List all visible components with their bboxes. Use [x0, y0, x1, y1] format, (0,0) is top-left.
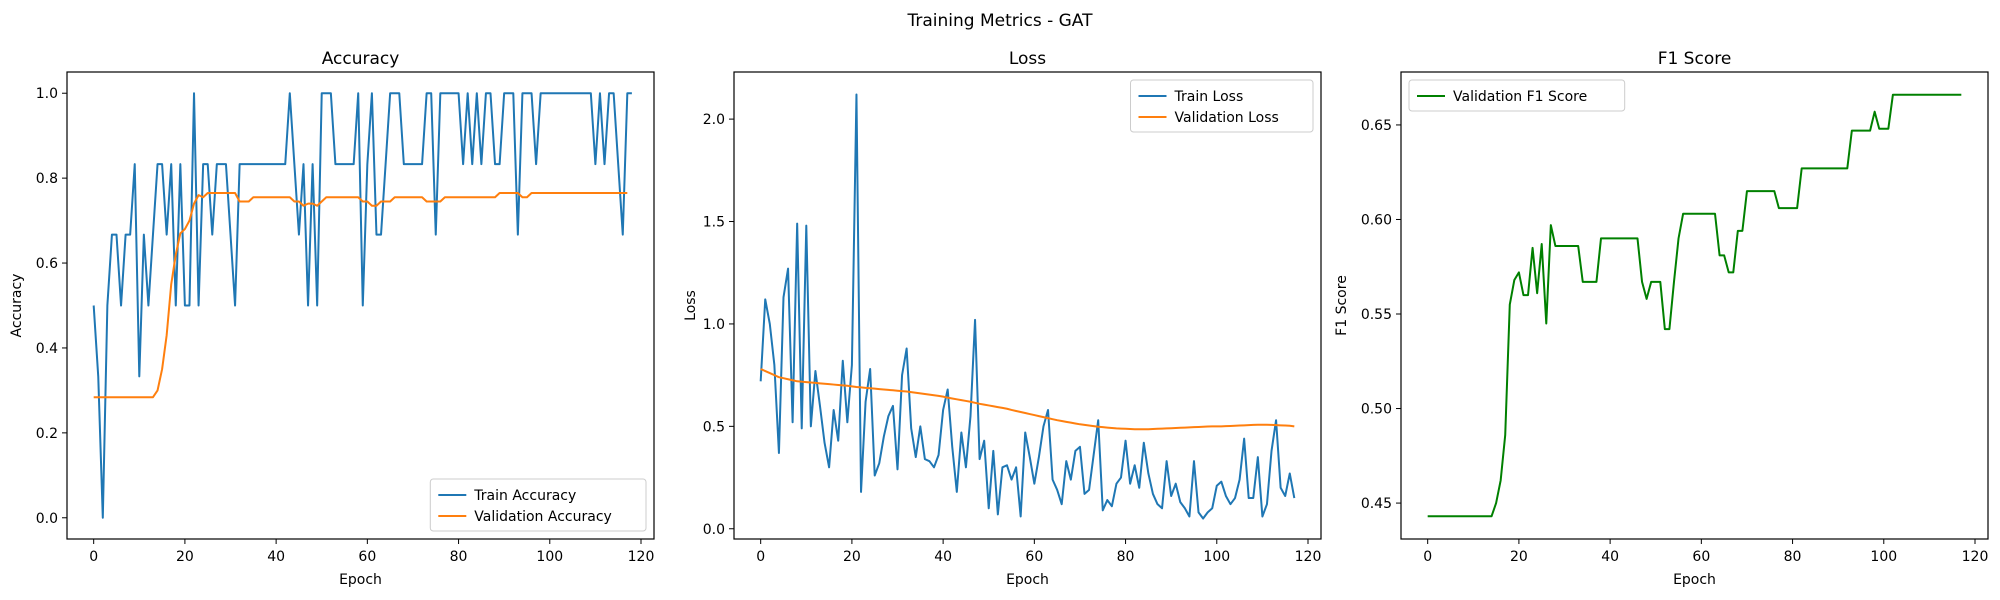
chart-title: Loss — [1009, 49, 1046, 69]
x-tick-label: 0 — [1423, 549, 1432, 565]
x-tick-label: 60 — [358, 549, 376, 565]
y-axis-label: Accuracy — [9, 274, 25, 338]
y-tick-label: 1.5 — [703, 215, 725, 231]
chart-panel-3: F1 Score 0 20 40 60 80 100 120 0.45 0.50 0.55 0.60 0… — [1334, 49, 1989, 588]
y-tick-label: 0.2 — [36, 426, 58, 442]
chart-legend: Validation F1 Score — [1408, 79, 1626, 112]
y-tick-label: 0.0 — [703, 522, 725, 538]
figure-suptitle: Training Metrics - GAT — [907, 11, 1094, 31]
y-axis-label: F1 Score — [1334, 275, 1350, 336]
chart-title: Accuracy — [322, 49, 400, 69]
x-tick-label: 20 — [1510, 549, 1528, 565]
x-tick-label: 40 — [934, 549, 952, 565]
y-tick-label: 0.50 — [1361, 402, 1392, 418]
legend-label: Validation F1 Score — [1453, 89, 1587, 105]
chart-panel-2: Loss 0 20 40 60 80 100 120 0.0 0.5 1.0 1.5 2.0 Epoch L… — [683, 49, 1322, 588]
y-axis-label: Loss — [683, 290, 699, 321]
chart-legend: Train Loss Validation Loss — [1130, 79, 1314, 133]
y-tick-label: 0.6 — [36, 256, 58, 272]
chart-panel-1: Accuracy 0 20 40 60 80 100 120 0.0 0.2 0.4 0.6 0.8 1.… — [9, 49, 655, 588]
x-tick-label: 40 — [1601, 549, 1619, 565]
plot-frame — [66, 71, 655, 540]
legend-box — [429, 478, 647, 532]
x-tick-label: 80 — [1117, 549, 1135, 565]
x-tick-label: 40 — [267, 549, 285, 565]
x-tick-label: 20 — [843, 549, 861, 565]
chart-title: F1 Score — [1658, 49, 1732, 69]
y-tick-label: 2.0 — [703, 112, 725, 128]
x-tick-label: 20 — [176, 549, 194, 565]
x-tick-label: 80 — [1784, 549, 1802, 565]
x-tick-label: 120 — [1962, 549, 1989, 565]
series-line-2 — [93, 192, 628, 399]
x-tick-label: 80 — [450, 549, 468, 565]
x-axis-label: Epoch — [339, 572, 382, 588]
x-tick-label: 120 — [628, 549, 655, 565]
legend-label: Validation Loss — [1175, 110, 1279, 126]
series-line-2 — [760, 368, 1295, 431]
y-tick-label: 0.45 — [1361, 496, 1392, 512]
chart-legend: Train Accuracy Validation Accuracy — [429, 478, 647, 532]
legend-label: Train Loss — [1174, 89, 1244, 105]
legend-box — [1408, 79, 1626, 112]
y-tick-label: 0.55 — [1361, 307, 1392, 323]
y-tick-label: 0.65 — [1361, 118, 1392, 134]
x-tick-label: 100 — [1203, 549, 1230, 565]
x-tick-label: 120 — [1295, 549, 1322, 565]
y-tick-label: 0.8 — [36, 171, 58, 187]
legend-label: Train Accuracy — [473, 488, 576, 504]
series-line-1 — [1427, 93, 1962, 518]
y-tick-label: 0.4 — [36, 341, 58, 357]
x-tick-label: 0 — [89, 549, 98, 565]
x-tick-label: 100 — [536, 549, 563, 565]
x-axis-label: Epoch — [1006, 572, 1049, 588]
y-tick-label: 0.5 — [703, 419, 725, 435]
x-tick-label: 0 — [756, 549, 765, 565]
series-line-1 — [92, 92, 632, 519]
y-tick-label: 0.0 — [36, 511, 58, 527]
y-tick-label: 1.0 — [703, 317, 725, 333]
series-line-1 — [759, 93, 1296, 520]
y-tick-label: 1.0 — [36, 86, 58, 102]
x-tick-label: 100 — [1870, 549, 1897, 565]
legend-label: Validation Accuracy — [474, 509, 612, 525]
plot-frame — [733, 71, 1322, 540]
x-tick-label: 60 — [1692, 549, 1710, 565]
x-axis-label: Epoch — [1673, 572, 1716, 588]
legend-box — [1130, 79, 1314, 133]
y-tick-label: 0.60 — [1361, 212, 1392, 228]
plot-frame — [1400, 71, 1989, 540]
x-tick-label: 60 — [1025, 549, 1043, 565]
